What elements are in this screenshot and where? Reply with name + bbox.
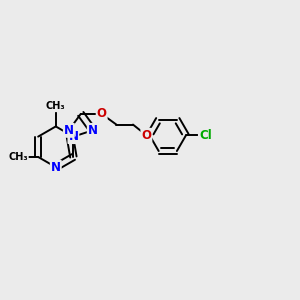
- Text: N: N: [68, 130, 78, 143]
- Text: CH₃: CH₃: [46, 101, 66, 111]
- Text: CH₃: CH₃: [8, 152, 28, 162]
- Text: Cl: Cl: [199, 129, 211, 142]
- Text: N: N: [88, 124, 98, 137]
- Text: N: N: [51, 160, 61, 174]
- Text: N: N: [64, 124, 74, 137]
- Text: O: O: [97, 107, 107, 120]
- Text: O: O: [141, 129, 152, 142]
